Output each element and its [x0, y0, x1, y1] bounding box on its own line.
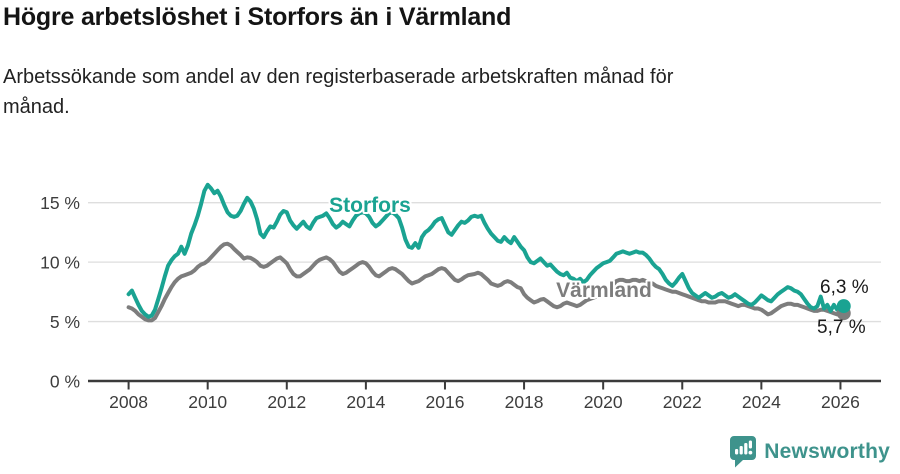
y-axis-labels: 0 % 5 % 10 % 15 %	[40, 193, 80, 391]
y-tick-label: 5 %	[50, 312, 80, 332]
x-tick-label: 2010	[188, 392, 227, 412]
x-tick-label: 2020	[584, 392, 623, 412]
end-value-label-storfors: 6,3 %	[820, 277, 869, 298]
x-tick-label: 2024	[742, 392, 781, 412]
x-tick-label: 2018	[505, 392, 544, 412]
x-tick-label: 2016	[426, 392, 465, 412]
end-value-labels: 5,7 % 6,3 %	[817, 277, 869, 338]
x-axis	[88, 379, 881, 390]
end-value-label-varmland: 5,7 %	[817, 317, 866, 338]
series-line-varmland	[126, 241, 846, 323]
x-tick-label: 2014	[346, 392, 385, 412]
end-dots	[836, 299, 851, 321]
x-tick-label: 2026	[821, 392, 860, 412]
brand-footer: Newsworthy	[729, 435, 890, 468]
x-tick-label: 2008	[109, 392, 148, 412]
newsworthy-logo-icon[interactable]	[729, 435, 757, 468]
y-tick-label: 15 %	[40, 193, 80, 213]
page-title: Högre arbetslöshet i Storfors än i Värml…	[3, 3, 512, 31]
x-axis-labels: 2008 2010 2012 2014 2016 2018 2020 2022 2024 2026	[109, 392, 860, 412]
series-labels: Värmland Storfors	[327, 192, 654, 304]
series-lines	[126, 182, 846, 323]
series-label-storfors: Storfors	[329, 194, 411, 217]
gridlines	[88, 202, 881, 323]
series-label-varmland: Värmland	[556, 279, 652, 302]
x-tick-label: 2012	[267, 392, 306, 412]
brand-name[interactable]: Newsworthy	[764, 439, 890, 463]
chart-subtitle: Arbetssökande som andel av den registerb…	[3, 66, 674, 118]
end-dot-storfors	[836, 299, 851, 314]
y-tick-label: 10 %	[40, 253, 80, 273]
series-line-storfors	[126, 182, 846, 319]
x-tick-label: 2022	[663, 392, 702, 412]
y-tick-label: 0 %	[50, 372, 80, 392]
